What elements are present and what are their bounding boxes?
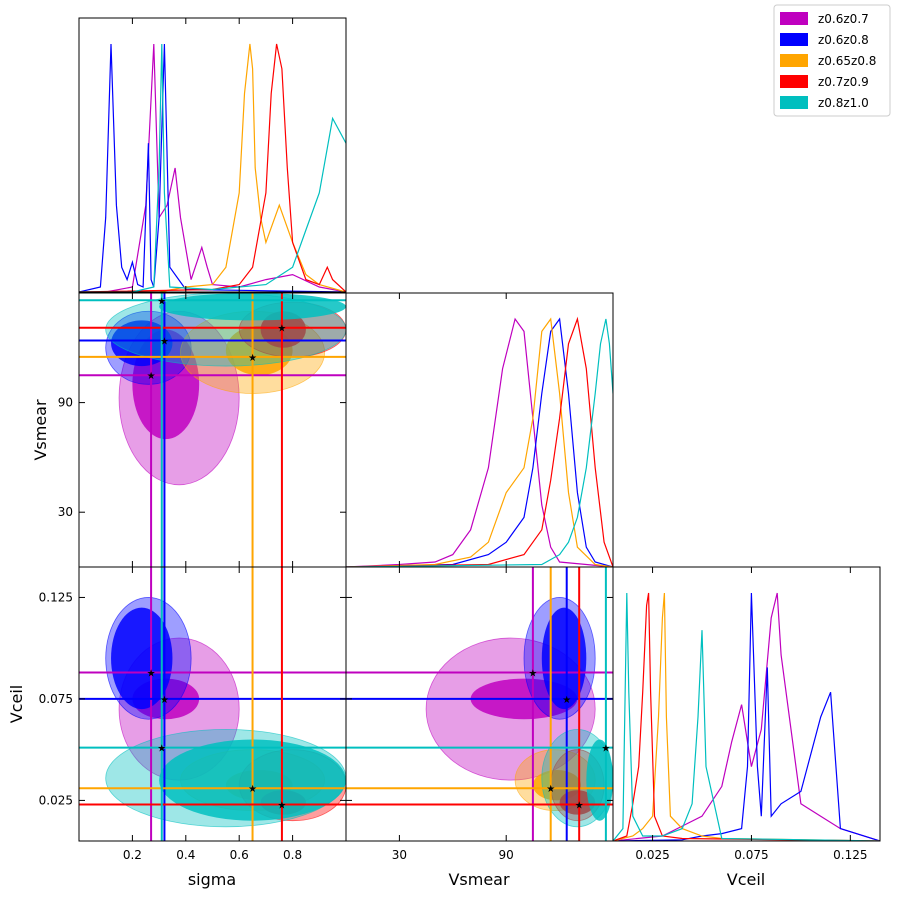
- marginal-curve-z0.6z0.8-Vsmear: [346, 317, 613, 567]
- marginal-curve-z0.65z0.8-Vsmear: [346, 317, 613, 567]
- panel-frame: [78, 17, 347, 293]
- x-tick-label-Vceil: 0.075: [734, 848, 768, 862]
- marginal-curve-z0.7z0.9-Vceil: [613, 592, 880, 841]
- legend-swatch-z0.8z1.0: [780, 96, 808, 109]
- marginal-curve-z0.65z0.8-Vceil: [613, 592, 880, 841]
- marginal-curve-z0.7z0.9-sigma: [79, 43, 346, 292]
- y-tick-label-Vsmear: 90: [58, 396, 73, 410]
- panel-sigma-Vceil: ★ ★ ★ ★ ★ 0.2 0.4 0.6 0.8 0.025 0.075 0.125: [39, 566, 347, 862]
- bestfit-star-z0.65z0.8: ★: [248, 784, 257, 795]
- panel-sigma-Vsmear: ★ ★ ★ ★ ★ 30 90: [58, 292, 347, 568]
- y-tick-label-Vceil: 0.125: [39, 590, 73, 604]
- legend-label-z0.65z0.8: z0.65z0.8: [818, 54, 876, 68]
- panel-content: ★ ★ ★ ★ ★: [79, 293, 346, 567]
- legend-frame: [773, 4, 891, 117]
- x-tick-label-Vceil: 0.025: [635, 848, 669, 862]
- panel-frame: [345, 292, 614, 568]
- bestfit-star-z0.6z0.8: ★: [160, 336, 169, 347]
- bestfit-star-z0.65z0.8: ★: [248, 353, 257, 364]
- y-axis-label-vceil: Vceil: [7, 685, 26, 723]
- marginal-curve-z0.6z0.7-sigma: [79, 43, 346, 292]
- y-tick-label-Vceil: 0.025: [39, 793, 73, 807]
- panel-Vsmear-Vceil: ★ ★ ★ ★ ★ 30 90: [345, 566, 614, 862]
- y-tick-label-Vsmear: 30: [58, 505, 73, 519]
- panel-content: [346, 316, 613, 567]
- x-axis-label-vsmear: Vsmear: [448, 870, 510, 889]
- x-axis-label-vceil: Vceil: [727, 870, 765, 889]
- bestfit-star-z0.8z1.0: ★: [601, 744, 610, 755]
- x-axis-label-sigma: sigma: [188, 870, 236, 889]
- panel-content: [613, 592, 880, 841]
- marginal-curve-z0.8z1.0-Vsmear: [346, 318, 613, 567]
- legend-label-z0.8z1.0: z0.8z1.0: [818, 96, 869, 110]
- marginal-curve-z0.8z1.0-Vceil: [613, 592, 880, 841]
- bestfit-star-z0.7z0.9: ★: [277, 800, 286, 811]
- bestfit-star-z0.6z0.8: ★: [562, 695, 571, 706]
- panel-frame: [612, 566, 881, 842]
- legend-label-z0.6z0.7: z0.6z0.7: [818, 12, 869, 26]
- x-tick-label-sigma: 0.6: [230, 848, 249, 862]
- panel-sigma-sigma: [78, 17, 347, 293]
- marginal-curve-z0.65z0.8-sigma: [79, 43, 346, 292]
- marginal-curve-z0.6z0.8-sigma: [79, 43, 346, 292]
- legend-swatch-z0.65z0.8: [780, 54, 808, 67]
- legend-swatch-z0.7z0.9: [780, 75, 808, 88]
- x-tick-label-sigma: 0.2: [123, 848, 142, 862]
- contour-inner-z0.6z0.8: [111, 320, 173, 367]
- panel-content: [79, 43, 346, 292]
- bestfit-star-z0.7z0.9: ★: [277, 324, 286, 335]
- bestfit-star-z0.6z0.8: ★: [160, 695, 169, 706]
- panel-content: ★ ★ ★ ★ ★: [79, 567, 346, 841]
- bestfit-star-z0.65z0.8: ★: [546, 784, 555, 795]
- contour-inner-z0.7z0.9: [559, 790, 596, 815]
- contour-inner-z0.6z0.8: [541, 607, 587, 710]
- bestfit-star-z0.6z0.7: ★: [147, 371, 156, 382]
- contour-inner-z0.7z0.9: [260, 311, 306, 348]
- bestfit-star-z0.8z1.0: ★: [157, 296, 166, 307]
- marginal-curve-z0.6z0.8-Vceil: [613, 592, 880, 841]
- legend: z0.6z0.7 z0.6z0.8 z0.65z0.8 z0.7z0.9 z0.8z1.…: [773, 4, 891, 117]
- bestfit-star-z0.6z0.7: ★: [147, 669, 156, 680]
- contour-inner-z0.6z0.8: [111, 607, 173, 710]
- legend-label-z0.7z0.9: z0.7z0.9: [818, 75, 869, 89]
- bestfit-star-z0.6z0.7: ★: [528, 669, 537, 680]
- x-tick-label-sigma: 0.4: [176, 848, 195, 862]
- y-tick-label-Vceil: 0.075: [39, 692, 73, 706]
- legend-swatch-z0.6z0.7: [780, 12, 808, 25]
- bestfit-star-z0.8z1.0: ★: [157, 744, 166, 755]
- x-tick-label-Vceil: 0.125: [833, 848, 867, 862]
- legend-swatch-z0.6z0.8: [780, 33, 808, 46]
- marginal-curve-z0.7z0.9-Vsmear: [346, 316, 613, 567]
- marginal-curve-z0.6z0.7-Vsmear: [346, 317, 613, 567]
- bestfit-star-z0.7z0.9: ★: [575, 800, 584, 811]
- marginal-curve-z0.8z1.0-sigma: [79, 43, 346, 292]
- x-tick-label-Vsmear: 30: [392, 848, 407, 862]
- panel-Vceil-Vceil: 0.025 0.075 0.125: [612, 566, 881, 862]
- panel-content: ★ ★ ★ ★ ★: [346, 567, 613, 841]
- panel-Vsmear-Vsmear: [345, 292, 614, 568]
- y-axis-label-vsmear: Vsmear: [31, 399, 50, 461]
- legend-label-z0.6z0.8: z0.6z0.8: [818, 33, 869, 47]
- x-tick-label-sigma: 0.8: [283, 848, 302, 862]
- x-tick-label-Vsmear: 90: [499, 848, 514, 862]
